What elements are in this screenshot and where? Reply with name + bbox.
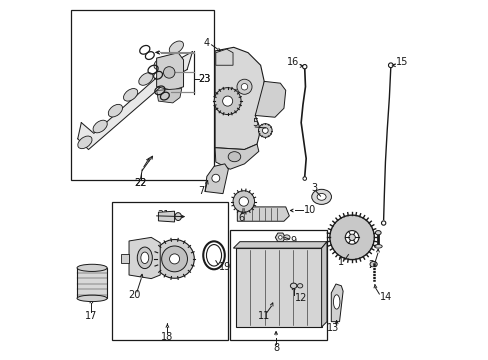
Polygon shape (215, 49, 233, 65)
Ellipse shape (297, 284, 302, 288)
Text: 15: 15 (395, 57, 407, 67)
Ellipse shape (77, 295, 107, 302)
Text: 6: 6 (238, 213, 244, 222)
Ellipse shape (311, 189, 331, 204)
Ellipse shape (163, 67, 175, 78)
Polygon shape (204, 164, 228, 194)
Text: 18: 18 (161, 332, 173, 342)
Ellipse shape (345, 230, 358, 244)
Polygon shape (129, 237, 160, 279)
Ellipse shape (369, 261, 376, 267)
Ellipse shape (348, 234, 355, 240)
Text: 5: 5 (252, 118, 258, 128)
Ellipse shape (333, 295, 339, 309)
Polygon shape (77, 268, 107, 298)
Text: 17: 17 (85, 311, 98, 321)
Polygon shape (330, 284, 343, 321)
Ellipse shape (233, 191, 254, 212)
Text: 16: 16 (286, 57, 298, 67)
Text: 1: 1 (338, 257, 344, 267)
Text: 10: 10 (303, 206, 315, 216)
Ellipse shape (206, 244, 221, 266)
Ellipse shape (139, 73, 153, 85)
Text: 22: 22 (134, 178, 146, 188)
Polygon shape (233, 242, 326, 248)
Text: 23: 23 (198, 74, 210, 84)
Polygon shape (121, 253, 129, 263)
Polygon shape (236, 248, 321, 327)
Text: 20: 20 (128, 291, 141, 301)
Ellipse shape (222, 96, 232, 106)
Text: 12: 12 (294, 293, 306, 303)
Ellipse shape (162, 246, 187, 272)
Ellipse shape (108, 104, 122, 117)
Text: 11: 11 (258, 311, 270, 321)
Bar (70, 10, 214, 180)
Ellipse shape (169, 41, 183, 54)
Ellipse shape (169, 254, 179, 264)
Ellipse shape (329, 215, 373, 260)
Text: 2: 2 (368, 260, 374, 270)
Ellipse shape (154, 57, 168, 69)
Ellipse shape (77, 264, 107, 271)
Ellipse shape (241, 84, 247, 90)
Bar (230, 230, 326, 339)
Ellipse shape (387, 63, 392, 68)
Ellipse shape (283, 235, 289, 240)
Ellipse shape (123, 89, 138, 101)
Text: 9: 9 (290, 236, 296, 246)
Text: 23: 23 (198, 74, 210, 84)
Polygon shape (237, 207, 289, 221)
Ellipse shape (137, 247, 152, 269)
Ellipse shape (211, 174, 219, 182)
Ellipse shape (375, 230, 380, 235)
Ellipse shape (373, 244, 382, 248)
Text: 4: 4 (203, 38, 209, 48)
Text: 14: 14 (379, 292, 391, 302)
Bar (112, 202, 228, 339)
Polygon shape (215, 144, 258, 169)
Ellipse shape (258, 124, 271, 137)
Ellipse shape (141, 252, 148, 264)
Polygon shape (215, 47, 264, 149)
Ellipse shape (78, 136, 92, 149)
Polygon shape (156, 53, 183, 90)
Ellipse shape (278, 235, 282, 239)
Ellipse shape (302, 64, 306, 69)
Ellipse shape (317, 193, 325, 200)
Text: 22: 22 (134, 178, 146, 188)
Polygon shape (255, 81, 285, 117)
Ellipse shape (155, 239, 194, 278)
Ellipse shape (239, 197, 248, 206)
Ellipse shape (228, 152, 240, 162)
Polygon shape (321, 242, 326, 327)
Ellipse shape (214, 87, 241, 114)
Ellipse shape (303, 177, 306, 180)
Polygon shape (275, 233, 285, 242)
Text: 19: 19 (218, 262, 230, 272)
Polygon shape (158, 211, 174, 222)
Ellipse shape (93, 120, 107, 133)
Ellipse shape (237, 79, 251, 94)
Text: 21: 21 (158, 210, 170, 220)
Ellipse shape (175, 213, 181, 221)
Text: 8: 8 (272, 343, 279, 353)
Ellipse shape (262, 128, 267, 134)
Polygon shape (156, 89, 182, 103)
Text: 7: 7 (198, 186, 204, 197)
Polygon shape (78, 51, 192, 149)
Text: 3: 3 (310, 183, 317, 193)
Text: 13: 13 (326, 323, 339, 333)
Ellipse shape (290, 283, 296, 288)
